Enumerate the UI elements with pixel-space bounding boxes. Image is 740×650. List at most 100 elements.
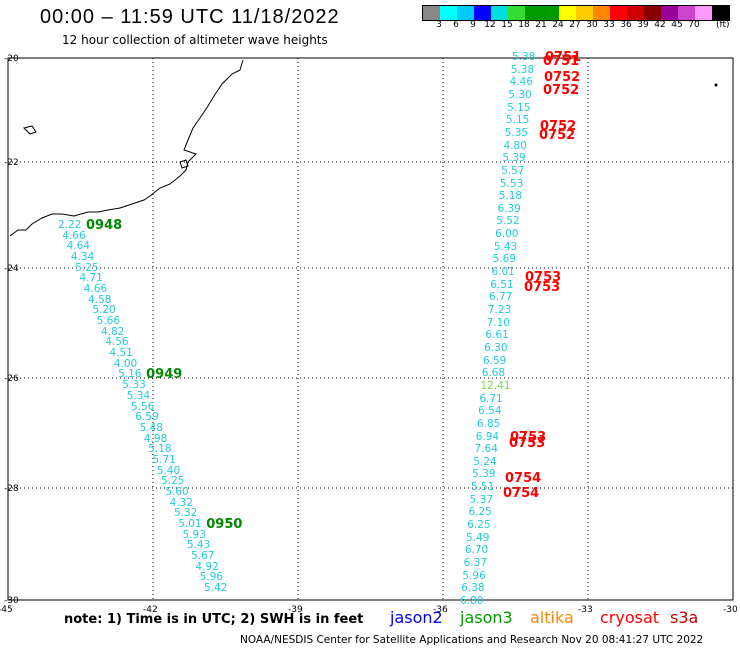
note-text: note: 1) Time is in UTC; 2) SWH is in fe… [64,612,364,627]
swh-value: 6.94 [475,430,500,443]
legend-swatch [712,6,729,20]
pass-time: 0753 [525,270,562,285]
swh-value: 4.66 [62,229,86,242]
swh-value: 6.59 [482,354,507,367]
swh-value: 4.66 [83,283,108,296]
legend-swatch [508,6,525,20]
swh-value: 5.69 [492,253,517,266]
legend-tick-label: 6 [453,20,459,30]
swh-value: 5.51 [470,481,495,494]
legend-swatch [474,6,491,20]
pass-time: 0948 [86,218,123,233]
legend-swatch [525,6,542,20]
swh-value: 6.25 [467,519,491,532]
swh-value: 5.18 [498,190,523,203]
swh-value: 4.92 [195,560,219,573]
swh-value: 5.39 [472,468,496,481]
swh-value: 7.64 [474,443,498,456]
legend-unit: (ft) [716,20,730,30]
swh-value: 5.39 [502,152,526,165]
swh-value: 2.22 [58,219,82,231]
swh-value: 5.40 [156,464,181,477]
swh-value: 5.24 [473,455,497,468]
swh-value: 5.33 [122,379,146,392]
swh-value: 6.70 [464,544,489,557]
swh-value: 5.38 [510,63,535,76]
swh-value: 5.52 [496,215,520,228]
swh-value: 6.30 [484,341,508,354]
pass-time: 0751 [545,50,582,65]
legend-tick-label: 18 [518,20,530,30]
swh-value: 5.20 [92,304,116,317]
lat-label: -24 [4,264,19,274]
coastline [9,59,244,237]
swh-value: 5.96 [199,571,224,584]
legend-tick-label: 36 [620,20,632,30]
legend-tick-label: 3 [436,20,442,30]
satellite-name: cryosat [600,608,660,627]
swh-value: 4.82 [100,325,125,338]
lat-label: -28 [4,484,19,494]
legend-tick-label: 21 [535,20,547,30]
swh-value: 6.51 [490,278,514,291]
legend-swatch [423,6,440,20]
legend-swatch [644,6,661,20]
legend-tick-label: 24 [552,20,564,30]
satellite-name: altika [530,608,574,627]
swh-value: 5.48 [139,421,163,434]
lat-label: -20 [4,54,19,64]
swh-value: 5.15 [505,114,530,127]
legend-swatch [491,6,508,20]
legend-tick-label: 70 [688,20,700,30]
footer-credit: NOAA/NESDIS Center for Satellite Applica… [240,634,704,646]
swh-value: 4.46 [509,76,533,89]
swh-value: 6.77 [489,291,513,304]
satellite-name: jason3 [460,608,513,627]
swh-value: 5.37 [469,493,494,506]
legend-swatch [678,6,695,20]
swh-value: 5.34 [126,389,151,402]
swh-value: 5.49 [466,531,490,544]
legend-swatch [695,6,712,20]
swh-value: 4.00 [113,357,138,370]
legend-tick-label: 15 [501,20,513,30]
legend-swatch [440,6,457,20]
swh-value: 5.56 [131,400,155,413]
swh-value: 5.66 [96,315,121,328]
island-shape [179,159,189,169]
lat-label: -30 [4,596,19,606]
swh-value: 5.93 [182,528,206,541]
swh-value: 6.37 [463,557,488,570]
legend-swatch [457,6,474,20]
pass-time: 0752 [539,128,576,143]
lon-label: -30 [723,605,738,615]
pass-time: 0950 [206,516,243,532]
legend-tick-label: 42 [654,20,666,30]
swh-value: 5.30 [508,88,532,101]
swh-value: 6.00 [495,228,519,241]
legend-swatch [627,6,644,20]
swh-value: 5.38 [512,51,536,63]
swh-value: 5.25 [161,475,185,488]
map-title: 00:00 – 11:59 UTC 11/18/2022 [40,6,340,28]
swh-value: 5.16 [118,368,142,381]
legend-tick-label: 12 [484,20,496,30]
color-legend [422,5,730,21]
swh-value: 5.71 [152,453,176,466]
pass-time: 0753 [509,436,546,451]
lon-label: -42 [143,605,158,615]
swh-value: 4.80 [503,139,527,152]
pass-time: 0751 [543,54,580,69]
legend-swatch [593,6,610,20]
swh-value: 5.60 [165,485,189,498]
satellite-name: jason2 [390,608,443,627]
legend-tick-label: 9 [470,20,476,30]
swh-value: 6.59 [135,411,159,424]
map-frame [7,57,734,601]
swh-value: 5.53 [499,177,524,190]
pass-time: 0754 [505,471,542,486]
swh-value: 4.71 [79,272,103,285]
swh-value: 5.96 [462,569,486,582]
swh-value: 5.15 [507,101,531,114]
legend-swatch [559,6,576,20]
